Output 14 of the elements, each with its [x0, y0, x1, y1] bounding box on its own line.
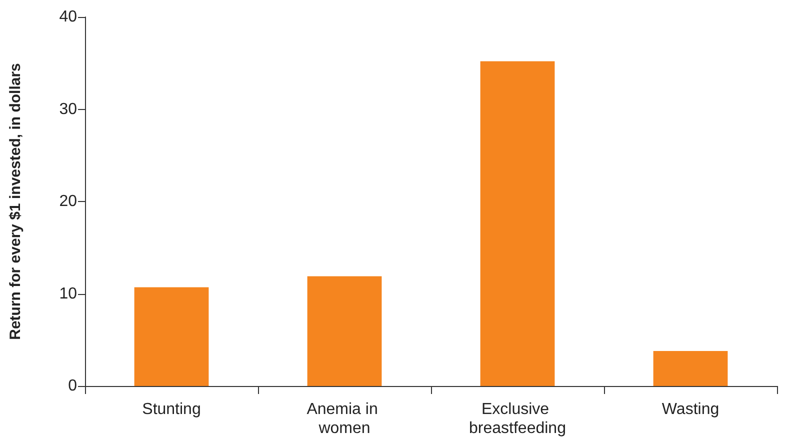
bar: [480, 61, 555, 386]
bar: [134, 287, 209, 386]
y-tick-label: 0: [68, 378, 78, 394]
y-tick-label: 40: [59, 8, 78, 26]
y-tick-label: 10: [59, 285, 78, 302]
x-tick-label: Stunting: [142, 401, 201, 418]
y-tick-label: 20: [59, 193, 78, 210]
x-tick-label: Wasting: [662, 401, 720, 418]
x-tick-label: Exclusive breastfeeding: [469, 401, 566, 437]
x-tick-label: Anemia in women: [306, 401, 382, 437]
y-axis-title: Return for every $1 invested, in dollars: [7, 63, 24, 340]
bar: [307, 276, 382, 386]
bar: [653, 350, 728, 386]
y-tick-label: 30: [59, 100, 78, 118]
